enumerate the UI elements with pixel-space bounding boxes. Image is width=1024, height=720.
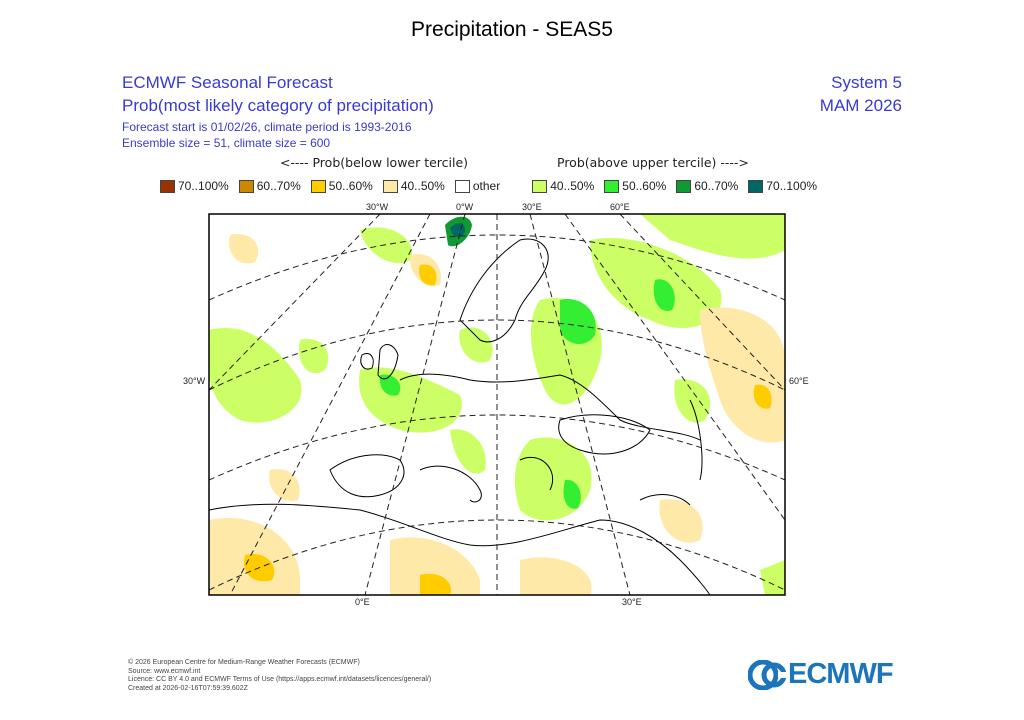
top-tick-label: 0°W <box>456 202 474 212</box>
graticule <box>209 214 785 595</box>
legend-item: 50..60% <box>310 179 373 193</box>
legend-item: 40..50% <box>532 179 594 193</box>
legend-swatch <box>454 179 470 193</box>
top-tick-label: 30°W <box>366 202 389 212</box>
product-title: ECMWF Seasonal Forecast <box>122 73 333 92</box>
legend-item: 60..70% <box>676 179 738 193</box>
ecmwf-logo-icon <box>748 659 788 690</box>
coastlines <box>209 238 711 595</box>
ensemble-info: Ensemble size = 51, climate size = 600 <box>122 136 331 150</box>
bottom-tick-label: 30°E <box>622 597 642 607</box>
legend-label: 40..50% <box>400 179 445 193</box>
ecmwf-logo: ECMWF <box>748 658 894 691</box>
below-tercile-label: <---- Prob(below lower tercile) <box>280 155 469 170</box>
left-tick-label: 30°W <box>183 376 206 386</box>
legend-label: 60..70% <box>694 179 739 193</box>
legend-label: 70..100% <box>178 179 229 193</box>
product-subtitle: Prob(most likely category of precipitati… <box>122 96 434 115</box>
legend-swatch <box>160 179 175 193</box>
footer-line: Source: www.ecmwf.int <box>128 667 201 675</box>
top-tick-label: 30°E <box>522 202 542 212</box>
legend-label: other <box>472 179 501 193</box>
probability-shading <box>209 214 785 595</box>
legend-label: 40..50% <box>550 179 595 193</box>
legend-swatch <box>748 179 764 193</box>
forecast-start-info: Forecast start is 01/02/26, climate peri… <box>122 120 412 134</box>
right-tick-label: 60°E <box>789 376 809 386</box>
legend-swatch <box>676 179 692 193</box>
color-legend: 70..100% 60..70% 50..60% 40..50% other 40..50… <box>160 179 827 193</box>
footer-line: Licence: CC BY 4.0 and ECMWF Terms of Us… <box>128 676 432 684</box>
page-title: Precipitation - SEAS5 <box>411 18 613 41</box>
season-label: MAM 2026 <box>819 96 902 115</box>
legend-swatch <box>238 179 254 193</box>
top-tick-label: 60°E <box>610 202 630 212</box>
legend-swatch <box>310 179 326 193</box>
legend-label: 60..70% <box>256 179 301 193</box>
footer-line: © 2026 European Centre for Medium-Range … <box>128 659 360 666</box>
legend-item: 50..60% <box>604 179 666 193</box>
copyright-footer: © 2026 European Centre for Medium-Range … <box>128 659 431 693</box>
above-tercile-label: Prob(above upper tercile) ----> <box>557 155 749 170</box>
legend-item: 70..100% <box>748 179 817 193</box>
ecmwf-logo-text: ECMWF <box>788 658 894 690</box>
legend-item: 70..100% <box>160 179 229 193</box>
legend-swatch <box>604 179 620 193</box>
system-label: System 5 <box>831 73 902 92</box>
legend-label: 50..60% <box>328 179 373 193</box>
legend-item: other <box>454 179 501 193</box>
legend-item: 40..50% <box>382 179 445 193</box>
legend-swatch <box>532 179 548 193</box>
legend-item: 60..70% <box>238 179 301 193</box>
map-frame <box>208 213 786 596</box>
legend-swatch <box>382 179 398 193</box>
legend-label: 70..100% <box>766 179 818 193</box>
footer-line: Created at 2026-02-16T07:59:39.602Z <box>128 684 248 692</box>
bottom-tick-label: 0°E <box>355 597 370 607</box>
legend-label: 50..60% <box>622 179 667 193</box>
